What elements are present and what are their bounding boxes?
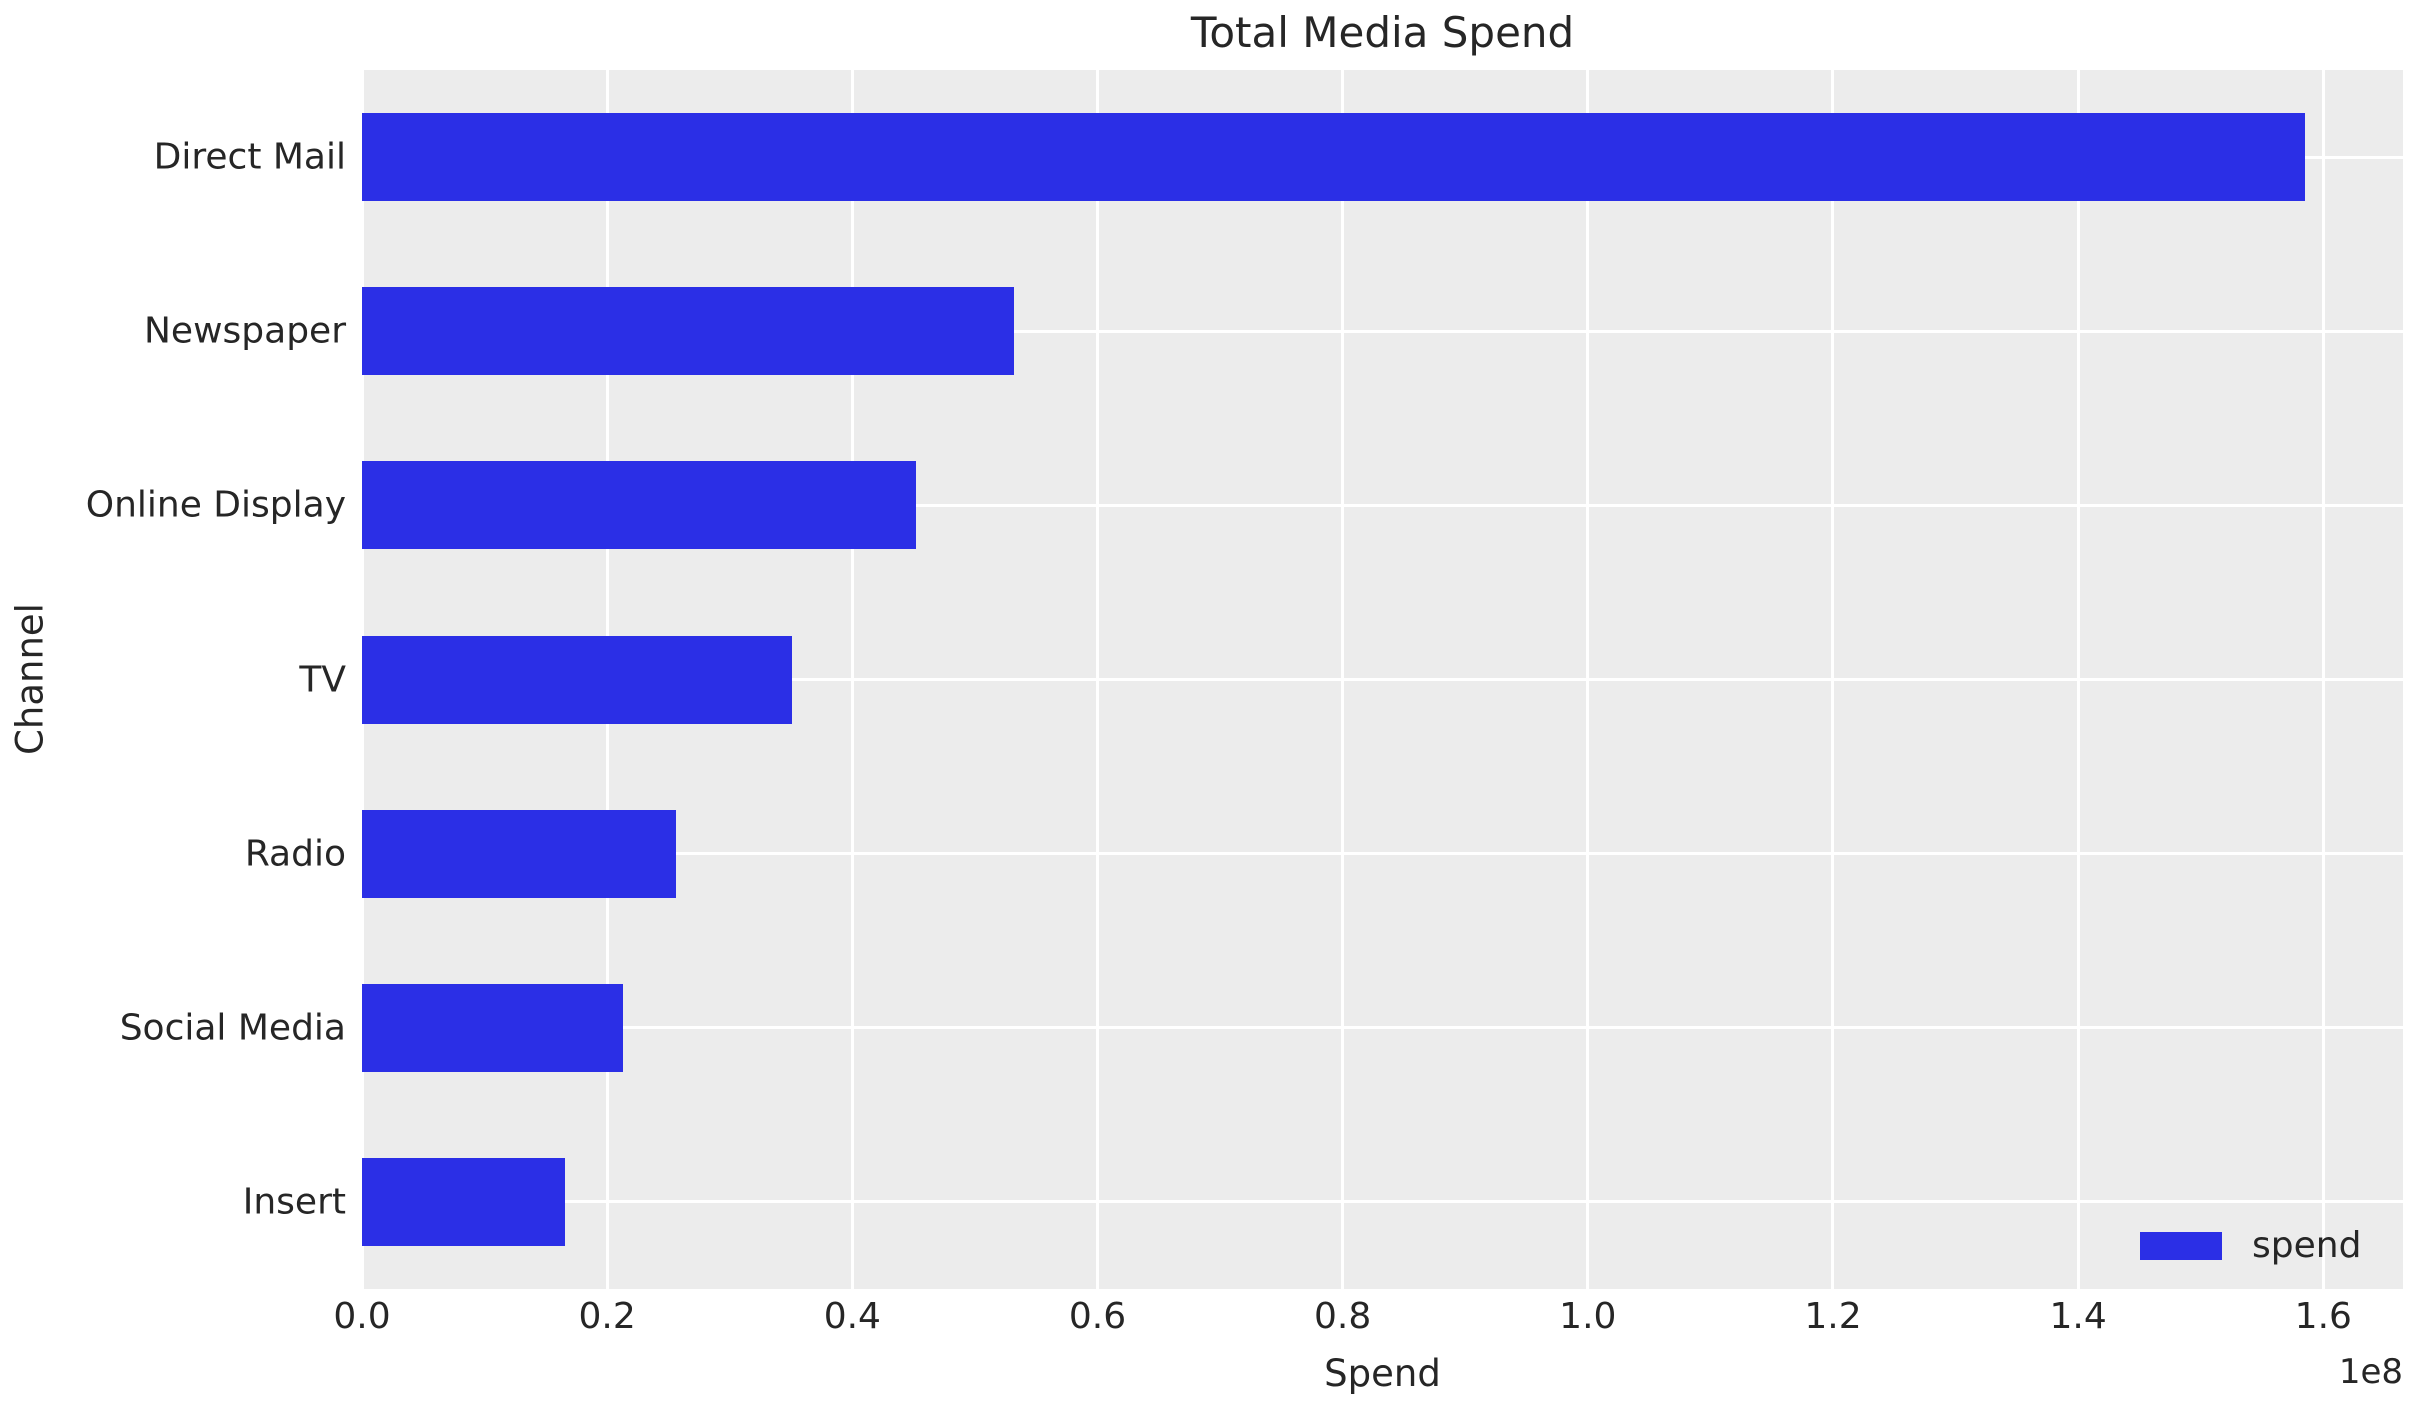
- bar-radio: [362, 809, 676, 898]
- x-tick-label: 1.4: [2049, 1296, 2107, 1337]
- x-tick-label: 0.6: [1068, 1296, 1127, 1337]
- x-tick-label: 1.6: [2294, 1296, 2352, 1337]
- y-gridline: [362, 1026, 2403, 1030]
- x-tick-label: 0.2: [578, 1296, 636, 1337]
- bar-insert: [362, 1157, 566, 1246]
- x-tick-label: 0.4: [823, 1296, 881, 1337]
- category-label: Direct Mail: [153, 136, 346, 178]
- legend-color-swatch: [2140, 1232, 2222, 1260]
- y-gridline: [362, 503, 2403, 507]
- bar-newspaper: [362, 287, 1015, 376]
- category-label: Insert: [242, 1181, 346, 1223]
- legend-label: spend: [2252, 1225, 2362, 1266]
- y-gridline: [362, 852, 2403, 856]
- plot-area: [362, 70, 2403, 1289]
- x-axis-label: Spend: [1324, 1352, 1441, 1395]
- x-tick-label: 0.8: [1314, 1296, 1372, 1337]
- category-label: TV: [299, 659, 346, 700]
- category-label: Newspaper: [144, 310, 346, 352]
- x-tick-label: 0.0: [333, 1296, 391, 1337]
- x-axis-offset-label: 1e8: [2338, 1352, 2403, 1392]
- bar-social-media: [362, 983, 624, 1072]
- category-label: Online Display: [85, 484, 346, 526]
- y-gridline: [362, 678, 2403, 681]
- y-axis-label: Channel: [8, 603, 52, 755]
- bar-direct-mail: [362, 113, 2305, 202]
- y-gridline: [362, 1200, 2403, 1204]
- x-tick-label: 1.2: [1804, 1296, 1862, 1337]
- category-label: Radio: [244, 833, 346, 875]
- x-tick-label: 1.0: [1559, 1296, 1617, 1337]
- legend: spend: [2140, 1228, 2361, 1264]
- bar-online-display: [362, 461, 917, 550]
- bar-tv: [362, 635, 793, 724]
- chart-title: Total Media Spend: [1190, 8, 1575, 57]
- y-gridline: [362, 329, 2403, 333]
- category-label: Social Media: [119, 1007, 346, 1049]
